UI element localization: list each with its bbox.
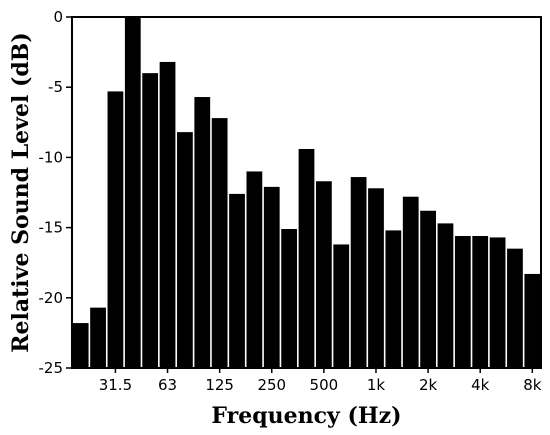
bar bbox=[124, 17, 141, 368]
bar bbox=[72, 323, 89, 368]
bar bbox=[263, 186, 280, 368]
bar bbox=[472, 236, 489, 368]
y-tick-label: -5 bbox=[48, 78, 63, 96]
bars-group bbox=[72, 17, 541, 369]
bar bbox=[229, 193, 245, 368]
x-tick-label: 250 bbox=[257, 376, 286, 394]
bar bbox=[507, 248, 523, 368]
bar bbox=[298, 148, 315, 368]
x-tick-label: 2k bbox=[419, 376, 438, 394]
y-tick-label: -15 bbox=[39, 219, 64, 237]
x-tick-label: 1k bbox=[367, 376, 386, 394]
bar bbox=[107, 91, 124, 368]
bar bbox=[350, 177, 367, 368]
plot-frame bbox=[71, 16, 542, 369]
bar bbox=[524, 273, 541, 368]
x-axis-label: Frequency (Hz) bbox=[211, 403, 401, 429]
x-tick-label: 125 bbox=[205, 376, 234, 394]
x-tick-label: 31.5 bbox=[99, 376, 132, 394]
bar bbox=[281, 229, 298, 368]
y-tick-label: -20 bbox=[39, 289, 64, 307]
bar bbox=[90, 307, 106, 368]
bar bbox=[211, 118, 228, 368]
bar bbox=[177, 132, 193, 368]
bar bbox=[437, 223, 454, 368]
y-tick-label: -10 bbox=[39, 148, 64, 166]
y-tick-label: -25 bbox=[39, 359, 64, 377]
bar bbox=[454, 236, 471, 368]
y-axis: 0 -5 -10 -15 -20 -25 bbox=[39, 8, 72, 377]
bar bbox=[142, 73, 159, 368]
bar bbox=[315, 181, 332, 368]
x-tick-label: 4k bbox=[471, 376, 490, 394]
bar bbox=[246, 171, 263, 368]
x-axis: 31.5 63 125 250 500 1k 2k 4k 8k bbox=[99, 368, 542, 394]
x-tick-label: 500 bbox=[310, 376, 339, 394]
y-axis-label: Relative Sound Level (dB) bbox=[8, 32, 34, 353]
bar bbox=[385, 230, 402, 368]
bar bbox=[194, 97, 211, 368]
x-tick-label: 8k bbox=[523, 376, 542, 394]
bar bbox=[420, 210, 436, 368]
bar bbox=[402, 196, 419, 368]
x-tick-label: 63 bbox=[158, 376, 177, 394]
bar bbox=[159, 61, 176, 369]
bar bbox=[489, 237, 506, 368]
bar bbox=[333, 244, 350, 368]
y-tick-label: 0 bbox=[53, 8, 63, 26]
bar bbox=[368, 188, 384, 368]
